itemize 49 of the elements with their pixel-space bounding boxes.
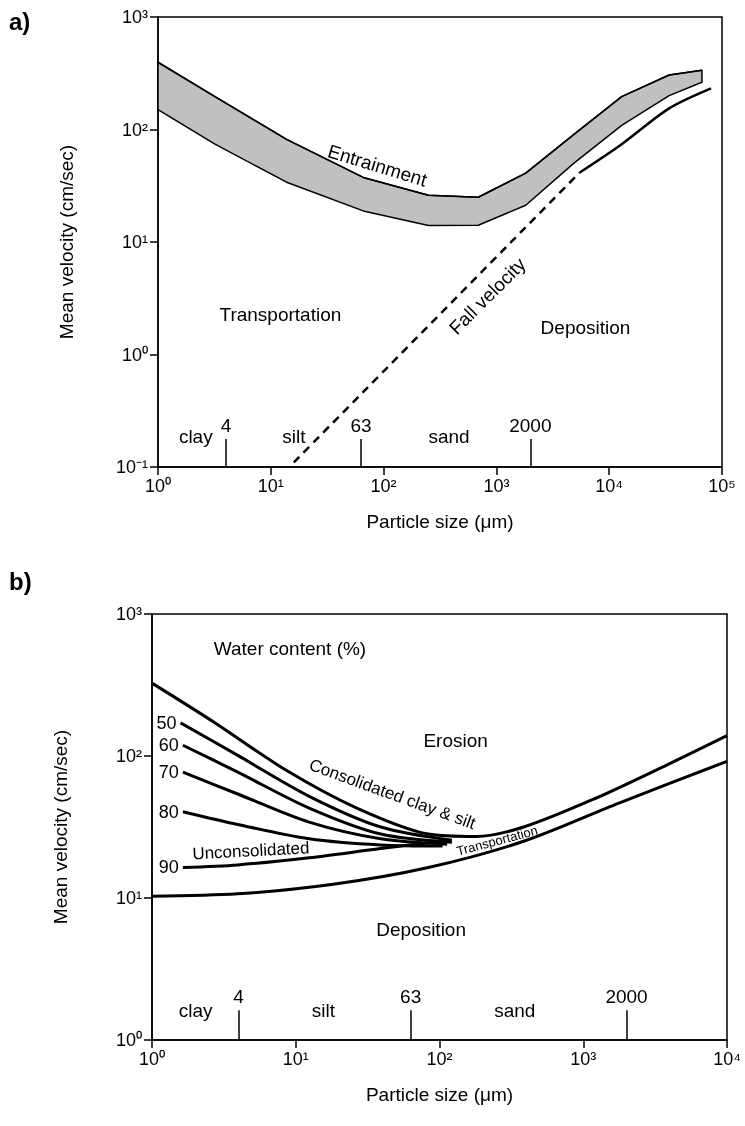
- y-axis-title: Mean velocity (cm/sec): [50, 729, 71, 925]
- series-label: 80: [158, 801, 179, 822]
- series-label: 50: [156, 712, 177, 733]
- y-tick-label: 10⁻¹: [115, 457, 149, 477]
- y-tick-label: 10²: [115, 746, 143, 766]
- x-tick-label: 10¹: [257, 476, 284, 496]
- x-tick-label: 10⁰: [138, 1049, 166, 1069]
- annotation: sand: [428, 426, 470, 448]
- annotation: Transportation: [219, 303, 342, 325]
- chart-title: a): [9, 7, 31, 35]
- series-label: 70: [158, 762, 179, 783]
- annotation: clay: [178, 1000, 214, 1022]
- x-tick-label: 10⁴: [595, 476, 624, 496]
- y-tick-label: 10¹: [115, 888, 143, 908]
- x-tick-label: 10³: [483, 476, 510, 496]
- x-tick-label: 10³: [570, 1049, 597, 1069]
- x-axis-title: Particle size (μm): [365, 1084, 514, 1105]
- x-axis-title: Particle size (μm): [366, 511, 514, 532]
- x-tick-label: 10⁴: [713, 1049, 741, 1069]
- annotation: silt: [311, 1000, 336, 1022]
- ref-line-label: 2000: [605, 986, 648, 1008]
- annotation: Unconsolidated: [191, 838, 310, 864]
- x-tick-label: 10¹: [282, 1049, 309, 1069]
- ref-line-label: 2000: [509, 414, 552, 436]
- y-tick-label: 10¹: [121, 232, 149, 252]
- x-tick-label: 10²: [426, 1049, 453, 1069]
- annotation: clay: [178, 426, 214, 448]
- x-tick-label: 10⁰: [144, 476, 172, 496]
- y-axis-title: Mean velocity (cm/sec): [56, 144, 77, 340]
- y-tick-label: 10⁰: [121, 344, 148, 365]
- series-label: 60: [158, 735, 179, 756]
- ref-line-label: 4: [233, 986, 245, 1008]
- x-tick-label: 10²: [370, 476, 397, 496]
- ref-line-label: 63: [350, 414, 372, 436]
- chart-title: b): [9, 567, 32, 595]
- y-tick-label: 10²: [121, 119, 149, 140]
- ref-line-label: 4: [220, 414, 232, 436]
- y-tick-label: 10⁰: [115, 1030, 142, 1050]
- annotation: Erosion: [423, 729, 488, 751]
- x-tick-label: 10⁵: [708, 476, 736, 496]
- annotation: Water content (%): [213, 638, 367, 660]
- annotation: sand: [494, 1000, 536, 1022]
- annotation: Deposition: [540, 317, 631, 338]
- y-tick-label: 10³: [115, 604, 143, 624]
- annotation: Deposition: [376, 919, 466, 941]
- ref-line-label: 63: [400, 986, 422, 1008]
- y-tick-label: 10³: [121, 7, 149, 27]
- annotation: silt: [282, 426, 307, 448]
- series-label: 90: [158, 857, 179, 878]
